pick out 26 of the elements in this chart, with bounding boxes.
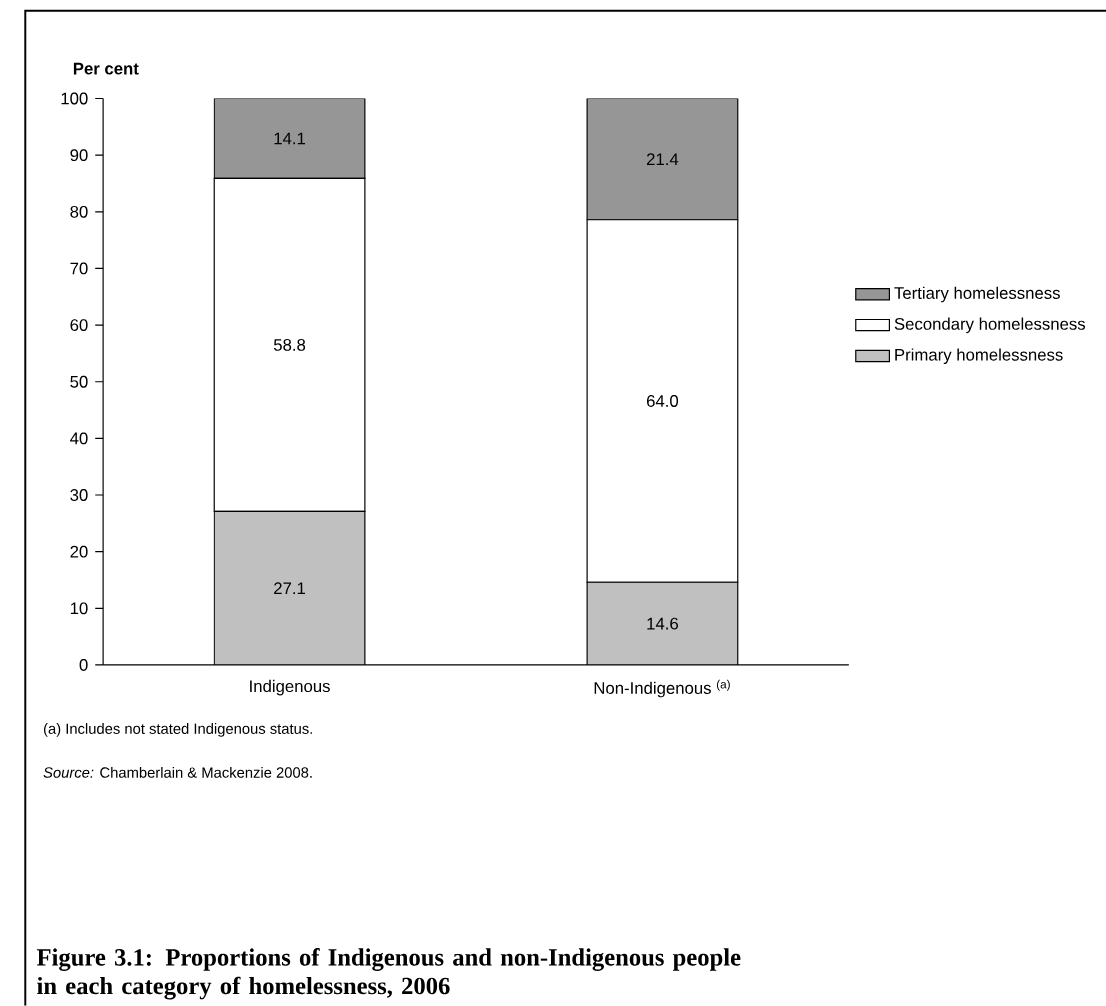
data-label: 64.0 xyxy=(647,395,679,407)
y-tick-label: 80 xyxy=(70,205,88,218)
text: Figure 3.1: Proportions of Indigenous and non-Indigenous people in each category of homelessness, 2006 xyxy=(36,948,741,1000)
legend-label: Primary homelessness xyxy=(895,348,1063,365)
y-tick-label: 50 xyxy=(70,375,88,388)
text: (a) Includes not stated Indigenous status. xyxy=(44,723,312,737)
data-label: 14.6 xyxy=(647,617,679,630)
y-tick-label: 20 xyxy=(70,545,88,558)
y-tick-label: 10 xyxy=(70,602,88,615)
data-label: 27.1 xyxy=(274,582,306,595)
text: Source: Chamberlain & Mackenzie 2008. xyxy=(43,767,312,778)
y-tick-label: 100 xyxy=(61,92,88,105)
y-axis-title: Per cent xyxy=(73,62,139,75)
legend-label: Secondary homelessness xyxy=(894,317,1086,334)
y-tick-label: 70 xyxy=(70,262,88,275)
x-tick-label: Indigenous xyxy=(250,679,330,696)
y-tick-label: 90 xyxy=(70,149,88,162)
legend-label: Tertiary homelessness xyxy=(894,286,1060,303)
data-label: 58.8 xyxy=(273,339,306,351)
data-label: 21.4 xyxy=(646,153,679,166)
y-tick-label: 30 xyxy=(70,489,88,502)
y-tick-label: 0 xyxy=(79,659,88,671)
y-tick-label: 40 xyxy=(70,432,88,445)
x-tick-label: Non-Indigenous $^{(a)}$ xyxy=(594,679,730,698)
y-tick-label: 60 xyxy=(70,319,88,332)
data-label: 14.1 xyxy=(274,132,306,145)
